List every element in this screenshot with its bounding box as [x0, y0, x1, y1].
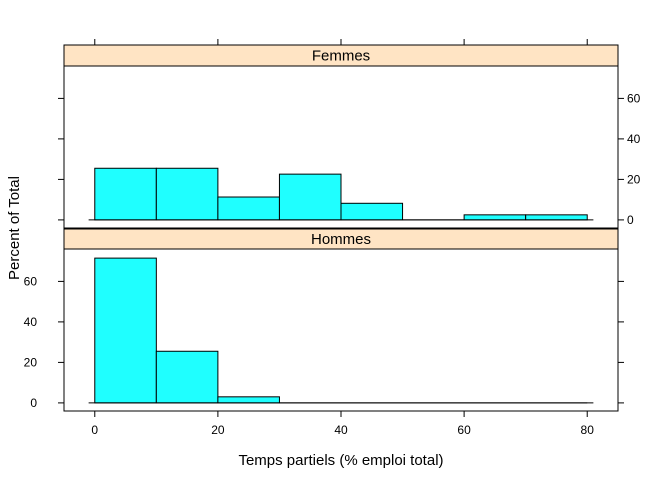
x-tick-label: 20	[211, 423, 225, 437]
bar	[217, 196, 280, 221]
panel-strip-label: Hommes	[311, 231, 371, 248]
panel-strip-label: Femmes	[312, 48, 370, 65]
x-tick-label: 40	[334, 423, 348, 437]
bar	[278, 173, 342, 221]
y-tick-label: 60	[24, 274, 38, 288]
x-tick-label: 0	[91, 423, 98, 437]
x-tick-label: 80	[581, 423, 595, 437]
bar	[525, 214, 588, 221]
y-tick-label: 20	[627, 172, 641, 186]
bar	[155, 350, 219, 404]
y-tick-label: 20	[24, 355, 38, 369]
x-axis-title: Temps partiels (% emploi total)	[238, 452, 443, 469]
y-tick-label: 60	[627, 91, 641, 105]
bar	[340, 202, 404, 221]
bar	[463, 214, 527, 221]
y-tick-label: 0	[30, 396, 37, 410]
bar	[155, 167, 219, 221]
y-tick-label: 0	[627, 213, 634, 227]
bar	[217, 396, 280, 404]
y-tick-label: 40	[24, 315, 38, 329]
bar	[94, 167, 157, 221]
y-tick-label: 40	[627, 132, 641, 146]
y-axis-title: Percent of Total	[6, 176, 23, 280]
x-tick-label: 60	[457, 423, 471, 437]
bar	[94, 257, 157, 404]
